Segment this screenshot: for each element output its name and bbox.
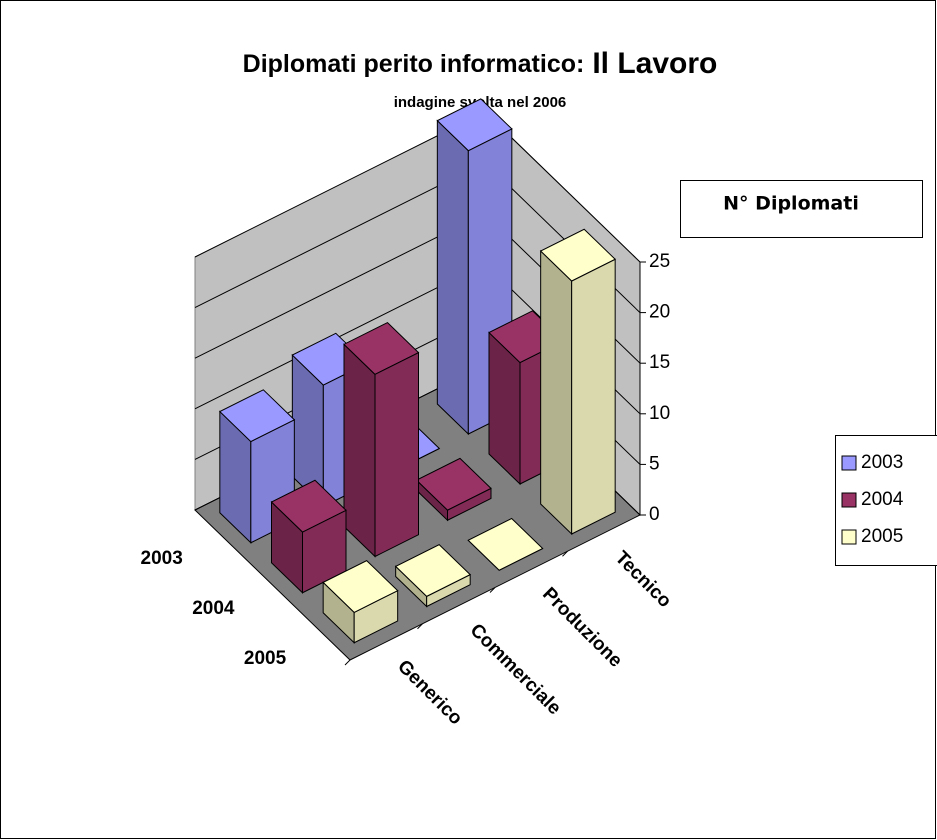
bar-top [436,98,513,152]
chart-title: Diplomati perito informatico: Il Lavoro [243,47,718,80]
bar [343,321,420,558]
title-emphasis: Il Lavoro [592,47,717,80]
bar-side [343,343,376,558]
bar-top [539,228,617,282]
bar-top [467,517,544,571]
bar-top [343,321,420,375]
legend-swatch [841,492,857,508]
bar-top [394,544,472,597]
x-tick [562,550,568,557]
bar [467,517,544,571]
y-tick-label: 15 [649,352,670,373]
bar-front [374,351,419,558]
bar-top [218,389,296,443]
y-tick-label: 0 [649,504,660,525]
legend-label: 2004 [861,489,904,510]
bar-side [540,249,573,536]
title-main: Diplomati perito informatico: [243,50,585,78]
depth-label: 2003 [141,548,183,569]
bar [539,228,617,536]
x-tick [417,623,423,630]
legend-label: 2003 [861,452,903,473]
y-tick-label: 20 [649,302,670,323]
bar-top [415,457,492,511]
bar [322,560,399,644]
depth-label: 2005 [244,648,287,669]
annotation-box [680,180,923,238]
legend-swatch [841,455,857,471]
bar-front [571,258,616,535]
legend-label: 2005 [861,526,903,547]
y-tick-label: 5 [649,453,660,474]
x-tick [489,587,496,593]
annotation: N° Diplomati [723,193,859,215]
bar [394,544,472,608]
depth-label: 2004 [192,598,235,619]
x-tick [344,659,351,666]
bar-top [322,560,399,613]
y-tick-label: 10 [649,403,670,424]
bar-side [436,119,469,436]
bar-top [270,479,347,533]
y-tick-label: 25 [649,251,670,272]
bar [270,479,347,594]
legend-swatch [841,529,857,545]
